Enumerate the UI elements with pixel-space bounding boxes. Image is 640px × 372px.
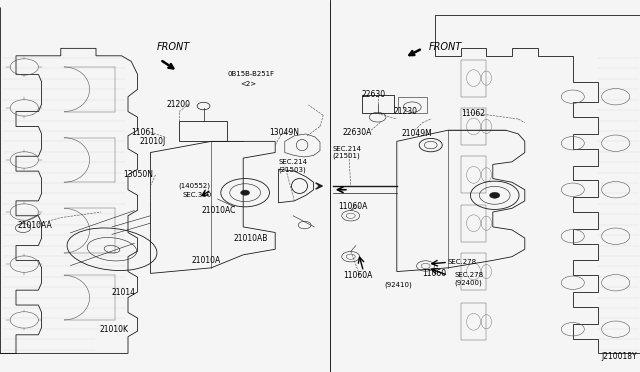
- Text: 21010AA: 21010AA: [18, 221, 52, 230]
- Circle shape: [241, 190, 250, 195]
- Text: J210018Y: J210018Y: [601, 352, 637, 361]
- Text: (92400): (92400): [454, 279, 482, 286]
- Text: 21010J: 21010J: [140, 137, 166, 146]
- Bar: [398, 97, 427, 113]
- Text: (21501): (21501): [333, 153, 360, 160]
- Text: SEC.214: SEC.214: [278, 159, 307, 165]
- Bar: [179, 121, 227, 141]
- Text: 0B15B-B251F: 0B15B-B251F: [227, 71, 275, 77]
- Text: SEC.278: SEC.278: [448, 259, 477, 265]
- Text: 11060A: 11060A: [344, 271, 373, 280]
- Text: 21200: 21200: [166, 100, 191, 109]
- Text: 11062: 11062: [461, 109, 485, 118]
- Text: 21010A: 21010A: [192, 256, 221, 265]
- Text: SEC.214: SEC.214: [333, 146, 362, 152]
- Text: FRONT: FRONT: [429, 42, 462, 51]
- Bar: [461, 303, 486, 340]
- Text: FRONT: FRONT: [157, 42, 190, 51]
- Text: 21010AB: 21010AB: [234, 234, 268, 243]
- Bar: [461, 108, 486, 145]
- Text: (140552): (140552): [178, 183, 210, 189]
- Text: 22630: 22630: [362, 90, 386, 99]
- Bar: [461, 60, 486, 97]
- Text: 11060A: 11060A: [338, 202, 367, 211]
- Text: 11061: 11061: [131, 128, 155, 137]
- Bar: [461, 156, 486, 193]
- Text: (21503): (21503): [278, 166, 306, 173]
- Text: 11060: 11060: [422, 269, 447, 278]
- Text: 21230: 21230: [394, 107, 418, 116]
- Text: 22630A: 22630A: [342, 128, 372, 137]
- Text: 13049N: 13049N: [269, 128, 299, 137]
- Text: (92410): (92410): [384, 281, 412, 288]
- Text: 21049M: 21049M: [402, 129, 433, 138]
- Bar: [362, 95, 394, 113]
- Bar: [461, 205, 486, 242]
- Text: <2>: <2>: [240, 81, 256, 87]
- Text: SEC.278: SEC.278: [454, 272, 484, 278]
- Text: 21010AC: 21010AC: [202, 206, 236, 215]
- Text: 21010K: 21010K: [99, 325, 128, 334]
- Circle shape: [490, 192, 500, 198]
- Text: 13050N: 13050N: [123, 170, 153, 179]
- Text: 21014: 21014: [112, 288, 136, 296]
- Text: SEC.310: SEC.310: [182, 192, 212, 198]
- Bar: [461, 253, 486, 290]
